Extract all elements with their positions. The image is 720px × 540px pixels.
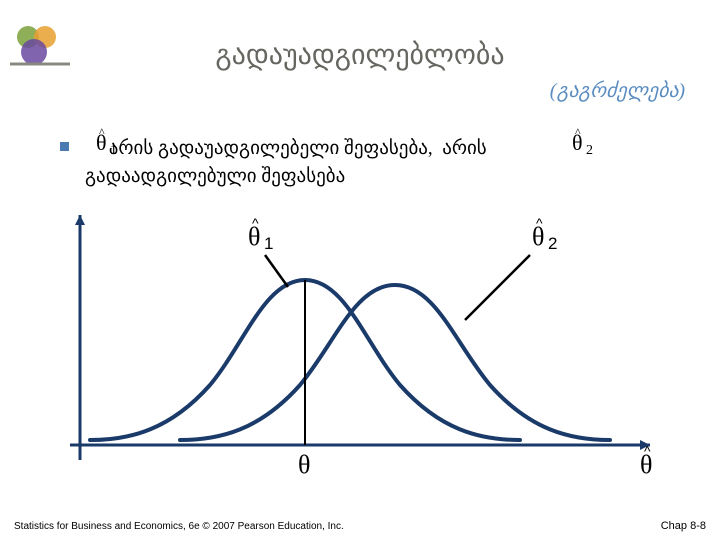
bullet-item: არის გადაუადგილებელი შეფასება, არის გადა… bbox=[60, 135, 645, 190]
svg-text:2: 2 bbox=[548, 234, 557, 253]
theta1-inline-label: ^ θ 1 bbox=[94, 128, 124, 165]
footer-left: Statistics for Business and Economics, 6… bbox=[14, 521, 344, 532]
svg-text:θ: θ bbox=[572, 130, 583, 155]
footer-right: Chap 8-8 bbox=[661, 520, 706, 532]
svg-text:θ: θ bbox=[248, 222, 260, 251]
svg-text:θ: θ bbox=[532, 222, 544, 251]
svg-text:θ: θ bbox=[298, 450, 310, 479]
bullet-icon bbox=[60, 142, 69, 151]
svg-text:θ: θ bbox=[640, 450, 652, 479]
subtitle: (გაგრძელება) bbox=[550, 78, 685, 103]
svg-text:θ: θ bbox=[96, 130, 107, 155]
svg-text:1: 1 bbox=[110, 143, 117, 158]
bullet-text: არის გადაუადგილებელი შეფასება, არის გადა… bbox=[85, 135, 645, 190]
page-title: გადაუადგილებლობა bbox=[0, 38, 720, 72]
distribution-chart: ^θ1^θ2θ^θ bbox=[70, 215, 660, 485]
svg-text:2: 2 bbox=[586, 143, 593, 158]
svg-text:1: 1 bbox=[264, 234, 273, 253]
theta2-inline-label: ^ θ 2 bbox=[570, 128, 600, 165]
